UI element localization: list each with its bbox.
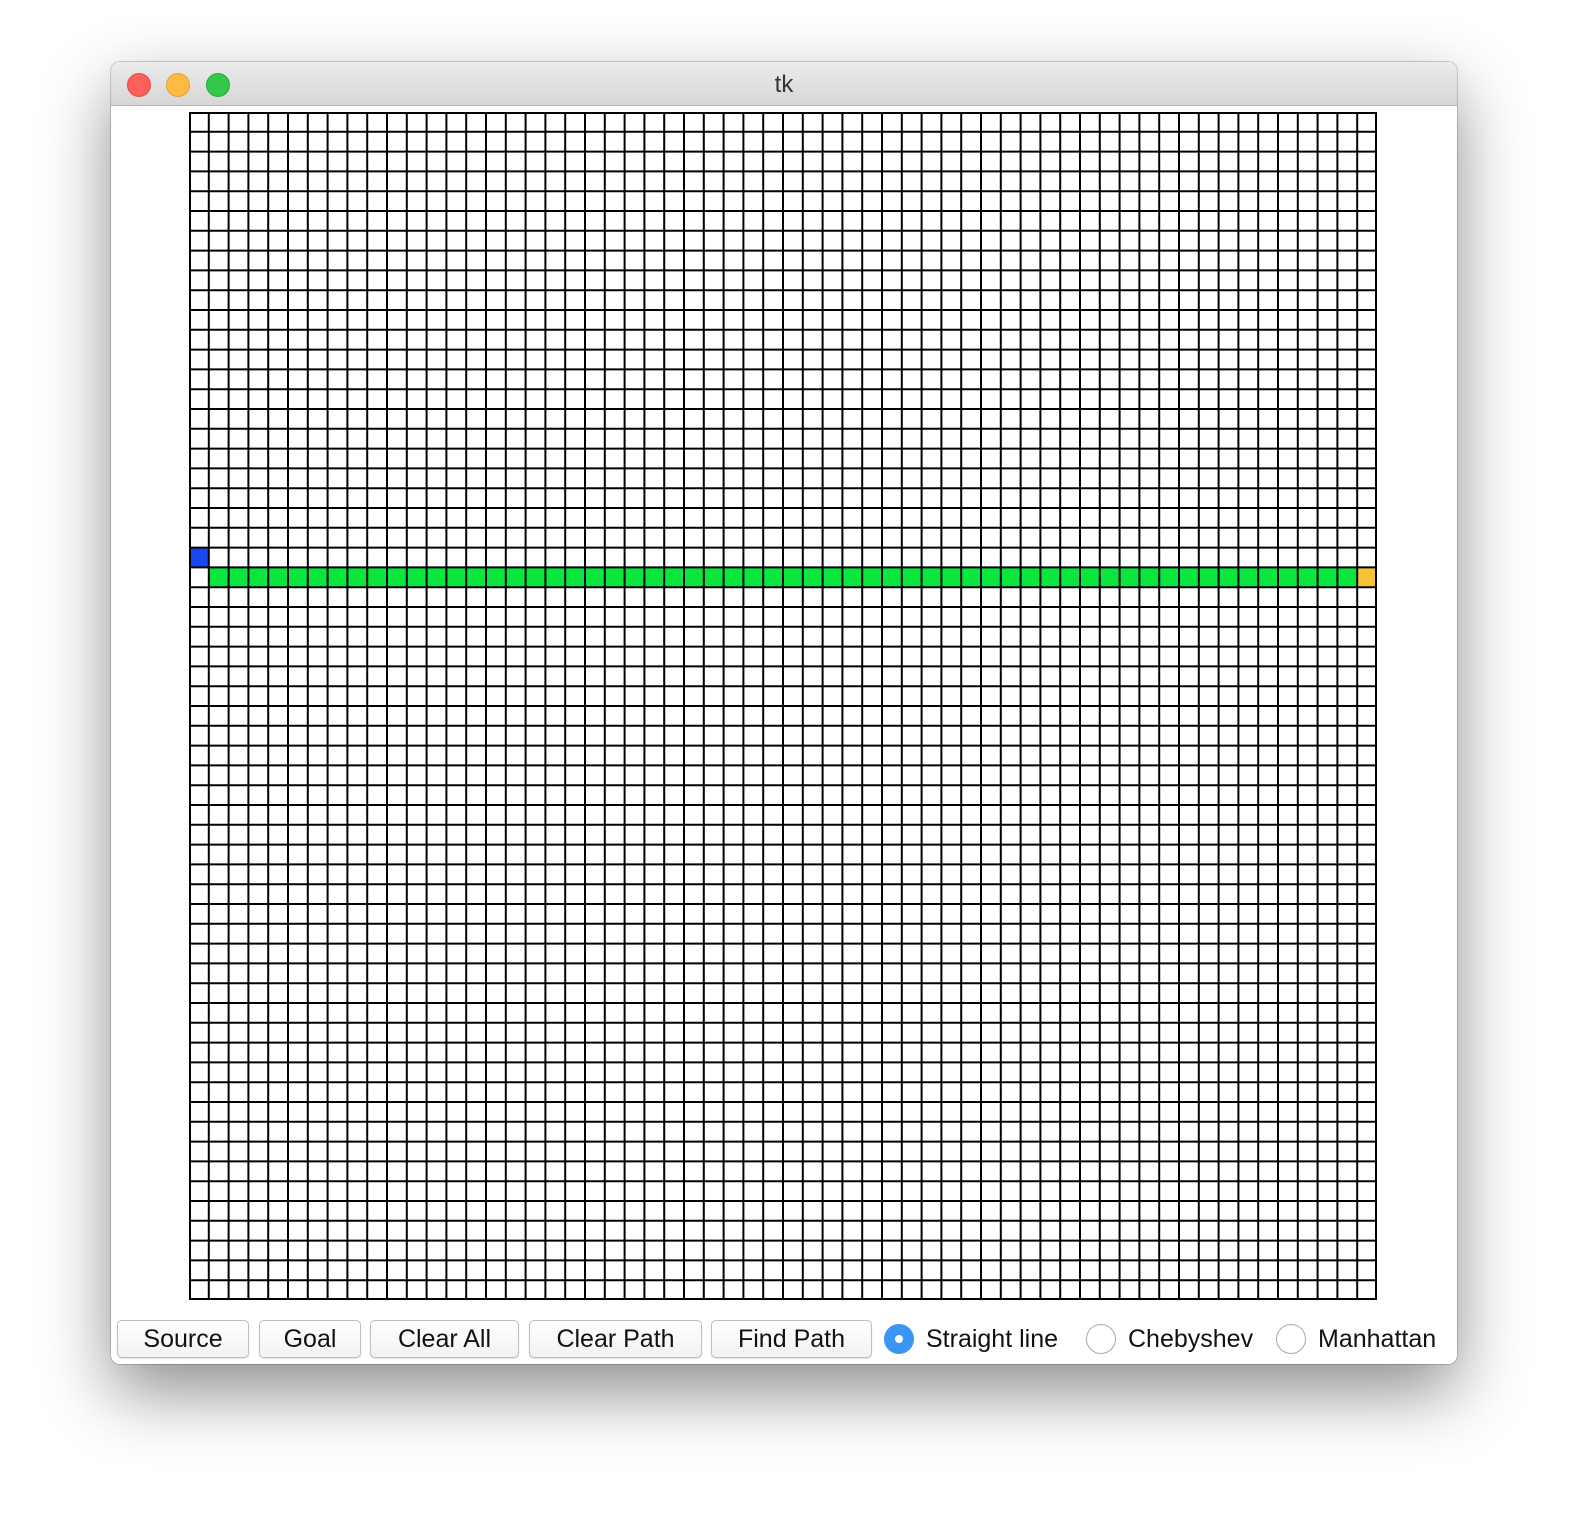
path-cell[interactable] xyxy=(604,567,625,588)
path-cell[interactable] xyxy=(783,567,803,588)
path-cell[interactable] xyxy=(327,567,348,588)
path-cell[interactable] xyxy=(486,567,506,588)
radio-manhattan[interactable]: Manhattan xyxy=(1276,1320,1436,1358)
path-cell[interactable] xyxy=(387,567,407,588)
path-cell[interactable] xyxy=(446,567,467,588)
path-cell[interactable] xyxy=(664,567,684,588)
path-cell[interactable] xyxy=(1179,567,1199,588)
path-cell[interactable] xyxy=(1198,567,1219,588)
path-cell[interactable] xyxy=(684,567,704,588)
path-cell[interactable] xyxy=(1238,567,1259,588)
path-cell[interactable] xyxy=(842,567,863,588)
path-cell[interactable] xyxy=(723,567,744,588)
path-cell[interactable] xyxy=(981,567,1001,588)
zoom-window-button[interactable] xyxy=(206,73,230,97)
path-cell[interactable] xyxy=(288,567,308,588)
path-cell[interactable] xyxy=(763,567,783,588)
path-cell[interactable] xyxy=(941,567,962,588)
clear-all-button[interactable]: Clear All xyxy=(370,1320,519,1358)
path-cell[interactable] xyxy=(466,567,486,588)
pathfinding-grid[interactable] xyxy=(189,112,1377,1300)
path-cell[interactable] xyxy=(545,567,566,588)
path-cell[interactable] xyxy=(1099,567,1120,588)
path-cell[interactable] xyxy=(1060,567,1080,588)
path-cell[interactable] xyxy=(1020,567,1041,588)
path-cell[interactable] xyxy=(703,567,724,588)
radio-straight-line-label: Straight line xyxy=(926,1324,1059,1353)
path-cell[interactable] xyxy=(1278,567,1298,588)
path-cell[interactable] xyxy=(208,567,229,588)
path-cell[interactable] xyxy=(347,567,368,588)
path-cell[interactable] xyxy=(1218,567,1239,588)
path-cell[interactable] xyxy=(228,567,249,588)
app-window: tk Source Goal Clear All Clear Path Find… xyxy=(111,62,1457,1364)
minimize-window-button[interactable] xyxy=(166,73,190,97)
path-cell[interactable] xyxy=(644,567,665,588)
path-cell[interactable] xyxy=(743,567,764,588)
path-cell[interactable] xyxy=(882,567,902,588)
path-cell[interactable] xyxy=(1119,567,1140,588)
path-cell[interactable] xyxy=(1159,567,1179,588)
path-cell[interactable] xyxy=(901,567,922,588)
path-cell[interactable] xyxy=(1317,567,1338,588)
path-cell[interactable] xyxy=(367,567,387,588)
path-cell[interactable] xyxy=(1139,567,1160,588)
path-cell[interactable] xyxy=(307,567,328,588)
path-cell[interactable] xyxy=(1000,567,1021,588)
goal-cell[interactable] xyxy=(1357,567,1377,588)
goal-button[interactable]: Goal xyxy=(259,1320,361,1358)
title-bar: tk xyxy=(111,62,1457,106)
path-cell[interactable] xyxy=(961,567,981,588)
close-window-button[interactable] xyxy=(127,73,151,97)
radio-button-checked-icon[interactable] xyxy=(884,1324,914,1354)
path-cell[interactable] xyxy=(565,567,585,588)
source-cell[interactable] xyxy=(189,547,209,568)
toolbar: Source Goal Clear All Clear Path Find Pa… xyxy=(111,1316,1457,1360)
path-cell[interactable] xyxy=(505,567,526,588)
window-content: Source Goal Clear All Clear Path Find Pa… xyxy=(111,106,1457,1364)
path-cell[interactable] xyxy=(862,567,882,588)
path-cell[interactable] xyxy=(1258,567,1278,588)
path-cell[interactable] xyxy=(1080,567,1100,588)
path-cell[interactable] xyxy=(1337,567,1358,588)
path-cell[interactable] xyxy=(1297,567,1318,588)
radio-manhattan-label: Manhattan xyxy=(1318,1324,1437,1353)
clear-path-button[interactable]: Clear Path xyxy=(529,1320,702,1358)
path-cell[interactable] xyxy=(525,567,546,588)
path-cell[interactable] xyxy=(585,567,605,588)
path-cell[interactable] xyxy=(268,567,288,588)
radio-button-unchecked-icon[interactable] xyxy=(1276,1324,1306,1354)
radio-chebyshev-label: Chebyshev xyxy=(1128,1324,1254,1353)
path-cell[interactable] xyxy=(248,567,269,588)
path-cell[interactable] xyxy=(802,567,823,588)
radio-chebyshev[interactable]: Chebyshev xyxy=(1086,1320,1253,1358)
path-cell[interactable] xyxy=(921,567,942,588)
source-button[interactable]: Source xyxy=(117,1320,249,1358)
window-title: tk xyxy=(774,71,794,98)
path-cell[interactable] xyxy=(624,567,645,588)
path-cell[interactable] xyxy=(1040,567,1061,588)
find-path-button[interactable]: Find Path xyxy=(711,1320,872,1358)
path-cell[interactable] xyxy=(426,567,447,588)
path-cell[interactable] xyxy=(406,567,427,588)
radio-straight-line[interactable]: Straight line xyxy=(884,1320,1058,1358)
radio-button-unchecked-icon[interactable] xyxy=(1086,1324,1116,1354)
path-cell[interactable] xyxy=(822,567,843,588)
